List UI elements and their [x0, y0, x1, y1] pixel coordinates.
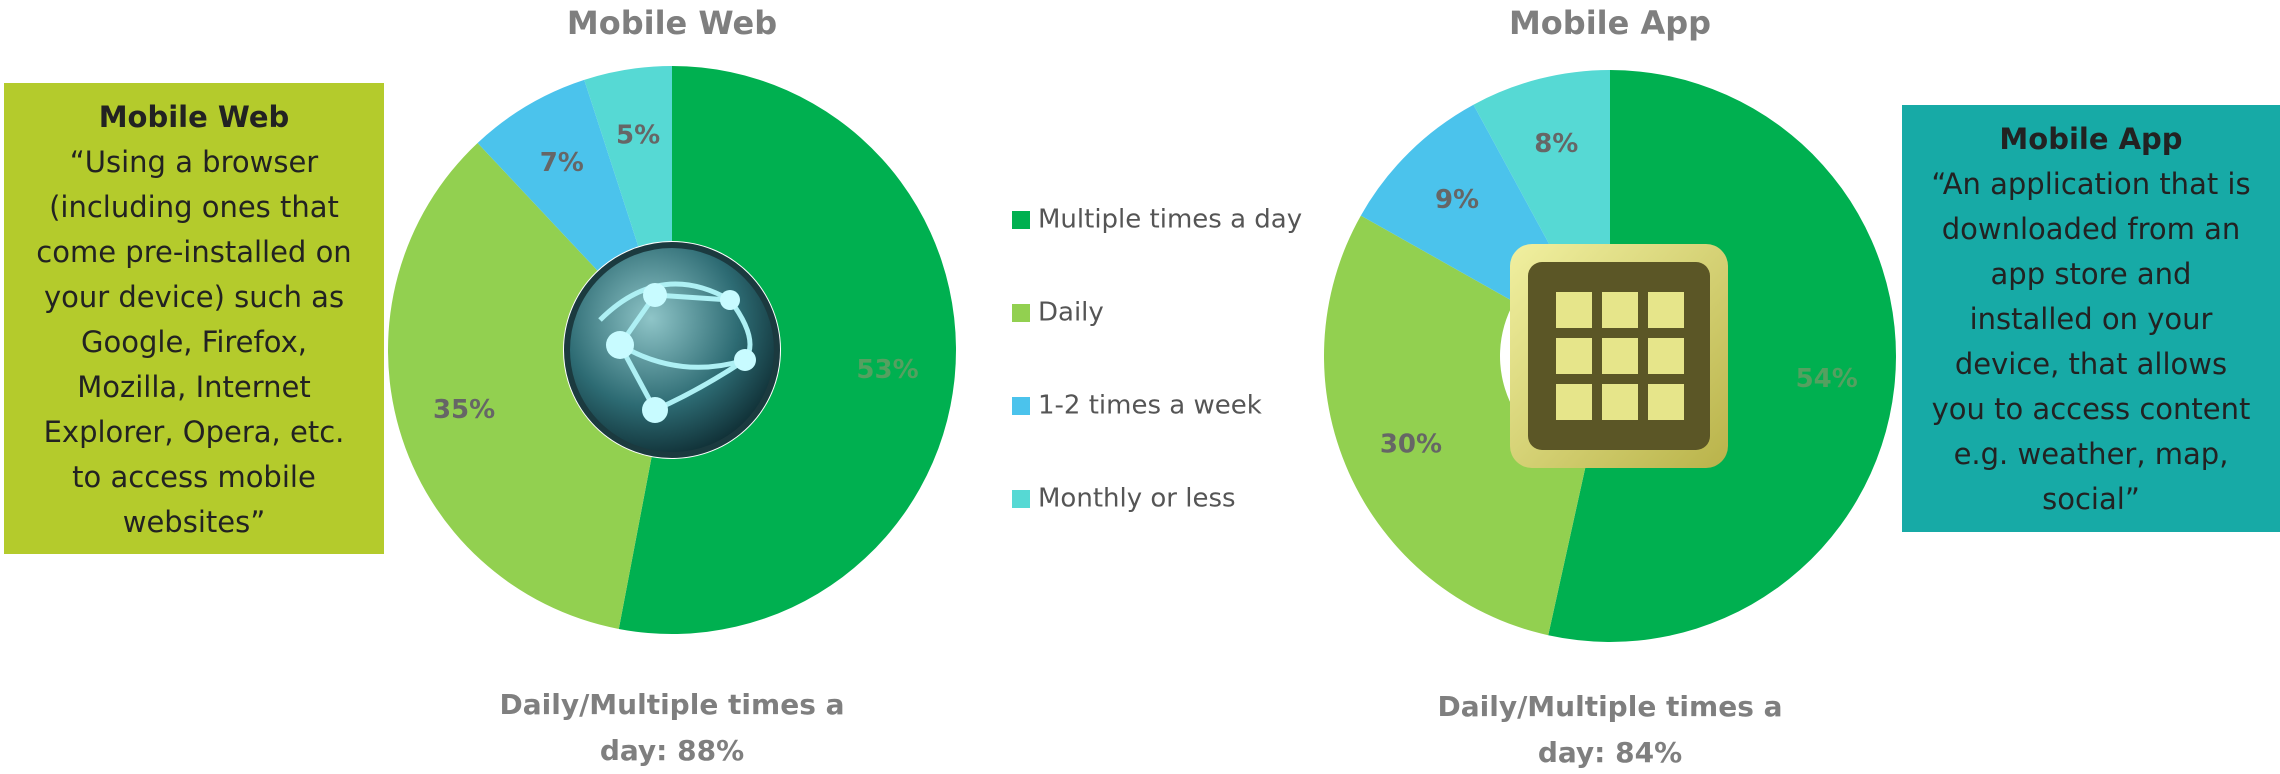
data-label: 7%: [540, 148, 584, 178]
box-text: to access mobile: [72, 460, 316, 494]
box-text: your device) such as: [43, 280, 345, 314]
definition-box: Mobile App “An application that is downloa…: [1902, 105, 2280, 532]
data-label: 54%: [1796, 364, 1858, 394]
annotation: Daily/Multiple times a day: 88%: [499, 688, 845, 767]
data-label: 35%: [433, 395, 495, 425]
legend-label: 1-2 times a week: [1038, 391, 1262, 421]
box-text: Google, Firefox,: [81, 325, 307, 359]
box-text: app store and: [1990, 257, 2192, 291]
data-label: 8%: [1534, 129, 1578, 159]
data-label: 5%: [616, 121, 660, 151]
donut-segment: [388, 142, 652, 629]
box-text: installed on your: [1969, 302, 2213, 336]
box-text: come pre-installed on: [36, 235, 352, 269]
annotation: Daily/Multiple times a day: 84%: [1437, 690, 1783, 769]
legend-swatch: [1012, 211, 1030, 229]
box-text: downloaded from an: [1941, 212, 2241, 246]
data-label: 9%: [1435, 185, 1479, 215]
donut-segment: [1360, 104, 1558, 302]
box-text: e.g. weather, map,: [1953, 437, 2229, 471]
definition-box: Mobile Web “Using a browser (including one…: [4, 83, 384, 554]
legend-label: Monthly or less: [1038, 484, 1236, 514]
data-label: 53%: [856, 355, 918, 385]
box-text: (including ones that: [49, 190, 339, 224]
donut-segment: [584, 66, 672, 247]
box-title: Mobile App: [1999, 122, 2183, 156]
legend-swatch: [1012, 490, 1030, 508]
donut-segment: [618, 66, 956, 635]
box-text: social”: [2042, 482, 2140, 516]
legend-label: Multiple times a day: [1038, 205, 1302, 235]
donut-segment: [1473, 70, 1610, 260]
data-label: 30%: [1380, 429, 1442, 459]
chart-title: Mobile App: [1509, 4, 1711, 42]
globe-icon: [564, 242, 780, 458]
legend-swatch: [1012, 304, 1030, 322]
legend-label: Daily: [1038, 298, 1104, 328]
legend-swatch: [1012, 397, 1030, 415]
box-text: Explorer, Opera, etc.: [43, 415, 345, 449]
box-title: Mobile Web: [98, 100, 290, 134]
box-text: websites”: [122, 505, 266, 539]
donut-segment: [1324, 215, 1587, 636]
box-text: “Using a browser: [69, 145, 319, 179]
box-text: you to access content: [1931, 392, 2251, 426]
box-text: device, that allows: [1954, 347, 2228, 381]
app-icon: [1510, 244, 1728, 468]
chart-title: Mobile Web: [567, 4, 777, 42]
box-text: “An application that is: [1931, 167, 2251, 201]
donut-segment: [477, 79, 639, 271]
box-text: Mozilla, Internet: [77, 370, 311, 404]
